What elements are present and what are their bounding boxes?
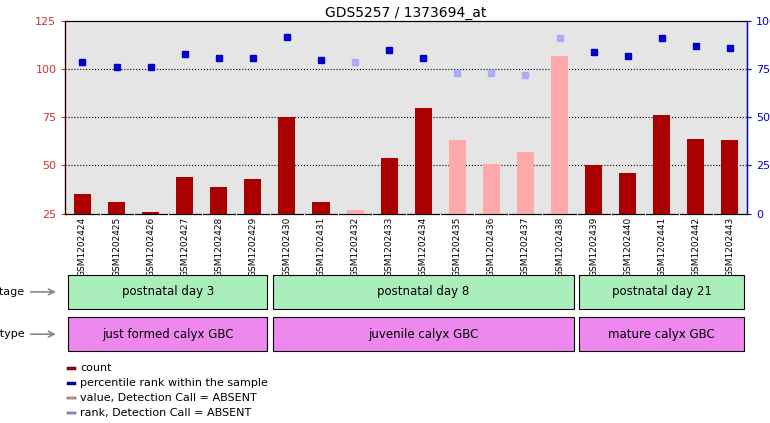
Bar xyxy=(551,56,568,214)
Bar xyxy=(133,21,168,214)
Bar xyxy=(577,21,611,214)
Bar xyxy=(653,115,670,214)
Text: GSM1202440: GSM1202440 xyxy=(623,217,632,277)
Text: juvenile calyx GBC: juvenile calyx GBC xyxy=(368,328,478,341)
Bar xyxy=(142,212,159,214)
Bar xyxy=(440,21,474,214)
Bar xyxy=(99,21,133,214)
Text: GSM1202427: GSM1202427 xyxy=(180,217,189,277)
Text: GSM1202435: GSM1202435 xyxy=(453,217,462,277)
Bar xyxy=(449,140,466,214)
Bar xyxy=(372,21,406,214)
Bar xyxy=(67,397,75,399)
Bar xyxy=(415,108,432,214)
Text: GSM1202436: GSM1202436 xyxy=(487,217,496,277)
Text: GSM1202434: GSM1202434 xyxy=(419,217,427,277)
Bar xyxy=(678,21,713,214)
Bar xyxy=(619,173,636,214)
Bar xyxy=(713,21,747,214)
Text: postnatal day 8: postnatal day 8 xyxy=(377,286,470,298)
Text: value, Detection Call = ABSENT: value, Detection Call = ABSENT xyxy=(80,393,257,403)
Bar xyxy=(406,21,440,214)
Text: postnatal day 21: postnatal day 21 xyxy=(612,286,711,298)
Bar xyxy=(279,118,296,214)
Bar xyxy=(579,317,744,351)
Bar xyxy=(483,164,500,214)
Text: percentile rank within the sample: percentile rank within the sample xyxy=(80,378,268,388)
Bar xyxy=(474,21,508,214)
Bar xyxy=(202,21,236,214)
Bar xyxy=(611,21,644,214)
Text: GSM1202428: GSM1202428 xyxy=(214,217,223,277)
Text: GSM1202425: GSM1202425 xyxy=(112,217,121,277)
Bar xyxy=(644,21,678,214)
Bar xyxy=(508,21,542,214)
Text: mature calyx GBC: mature calyx GBC xyxy=(608,328,715,341)
Text: GSM1202438: GSM1202438 xyxy=(555,217,564,277)
Bar xyxy=(67,367,75,370)
Bar xyxy=(542,21,577,214)
Text: GSM1202431: GSM1202431 xyxy=(316,217,326,277)
Bar xyxy=(74,195,91,214)
Text: count: count xyxy=(80,363,112,374)
Bar xyxy=(338,21,372,214)
Title: GDS5257 / 1373694_at: GDS5257 / 1373694_at xyxy=(326,6,487,20)
Bar xyxy=(313,202,330,214)
Bar xyxy=(168,21,202,214)
Text: GSM1202439: GSM1202439 xyxy=(589,217,598,277)
Bar xyxy=(236,21,270,214)
Bar xyxy=(346,210,363,214)
Text: just formed calyx GBC: just formed calyx GBC xyxy=(102,328,233,341)
Bar xyxy=(270,21,304,214)
Bar xyxy=(244,179,261,214)
Text: postnatal day 3: postnatal day 3 xyxy=(122,286,214,298)
Bar xyxy=(304,21,338,214)
Bar xyxy=(517,152,534,214)
Text: cell type: cell type xyxy=(0,329,25,339)
Text: GSM1202437: GSM1202437 xyxy=(521,217,530,277)
Bar xyxy=(273,275,574,309)
Text: GSM1202424: GSM1202424 xyxy=(78,217,87,277)
Bar xyxy=(273,317,574,351)
Text: development stage: development stage xyxy=(0,287,25,297)
Text: GSM1202441: GSM1202441 xyxy=(658,217,666,277)
Bar xyxy=(69,317,267,351)
Bar xyxy=(579,275,744,309)
Bar xyxy=(585,165,602,214)
Text: GSM1202429: GSM1202429 xyxy=(249,217,257,277)
Text: GSM1202433: GSM1202433 xyxy=(385,217,393,277)
Bar xyxy=(108,202,125,214)
Text: GSM1202426: GSM1202426 xyxy=(146,217,155,277)
Text: rank, Detection Call = ABSENT: rank, Detection Call = ABSENT xyxy=(80,408,252,418)
Bar xyxy=(67,412,75,414)
Text: GSM1202432: GSM1202432 xyxy=(350,217,360,277)
Bar xyxy=(65,21,99,214)
Bar xyxy=(69,275,267,309)
Bar xyxy=(380,158,397,214)
Bar xyxy=(210,187,227,214)
Bar xyxy=(721,140,738,214)
Text: GSM1202443: GSM1202443 xyxy=(725,217,735,277)
Bar xyxy=(688,139,705,214)
Text: GSM1202442: GSM1202442 xyxy=(691,217,700,277)
Bar xyxy=(67,382,75,385)
Text: GSM1202430: GSM1202430 xyxy=(283,217,291,277)
Bar xyxy=(176,177,193,214)
